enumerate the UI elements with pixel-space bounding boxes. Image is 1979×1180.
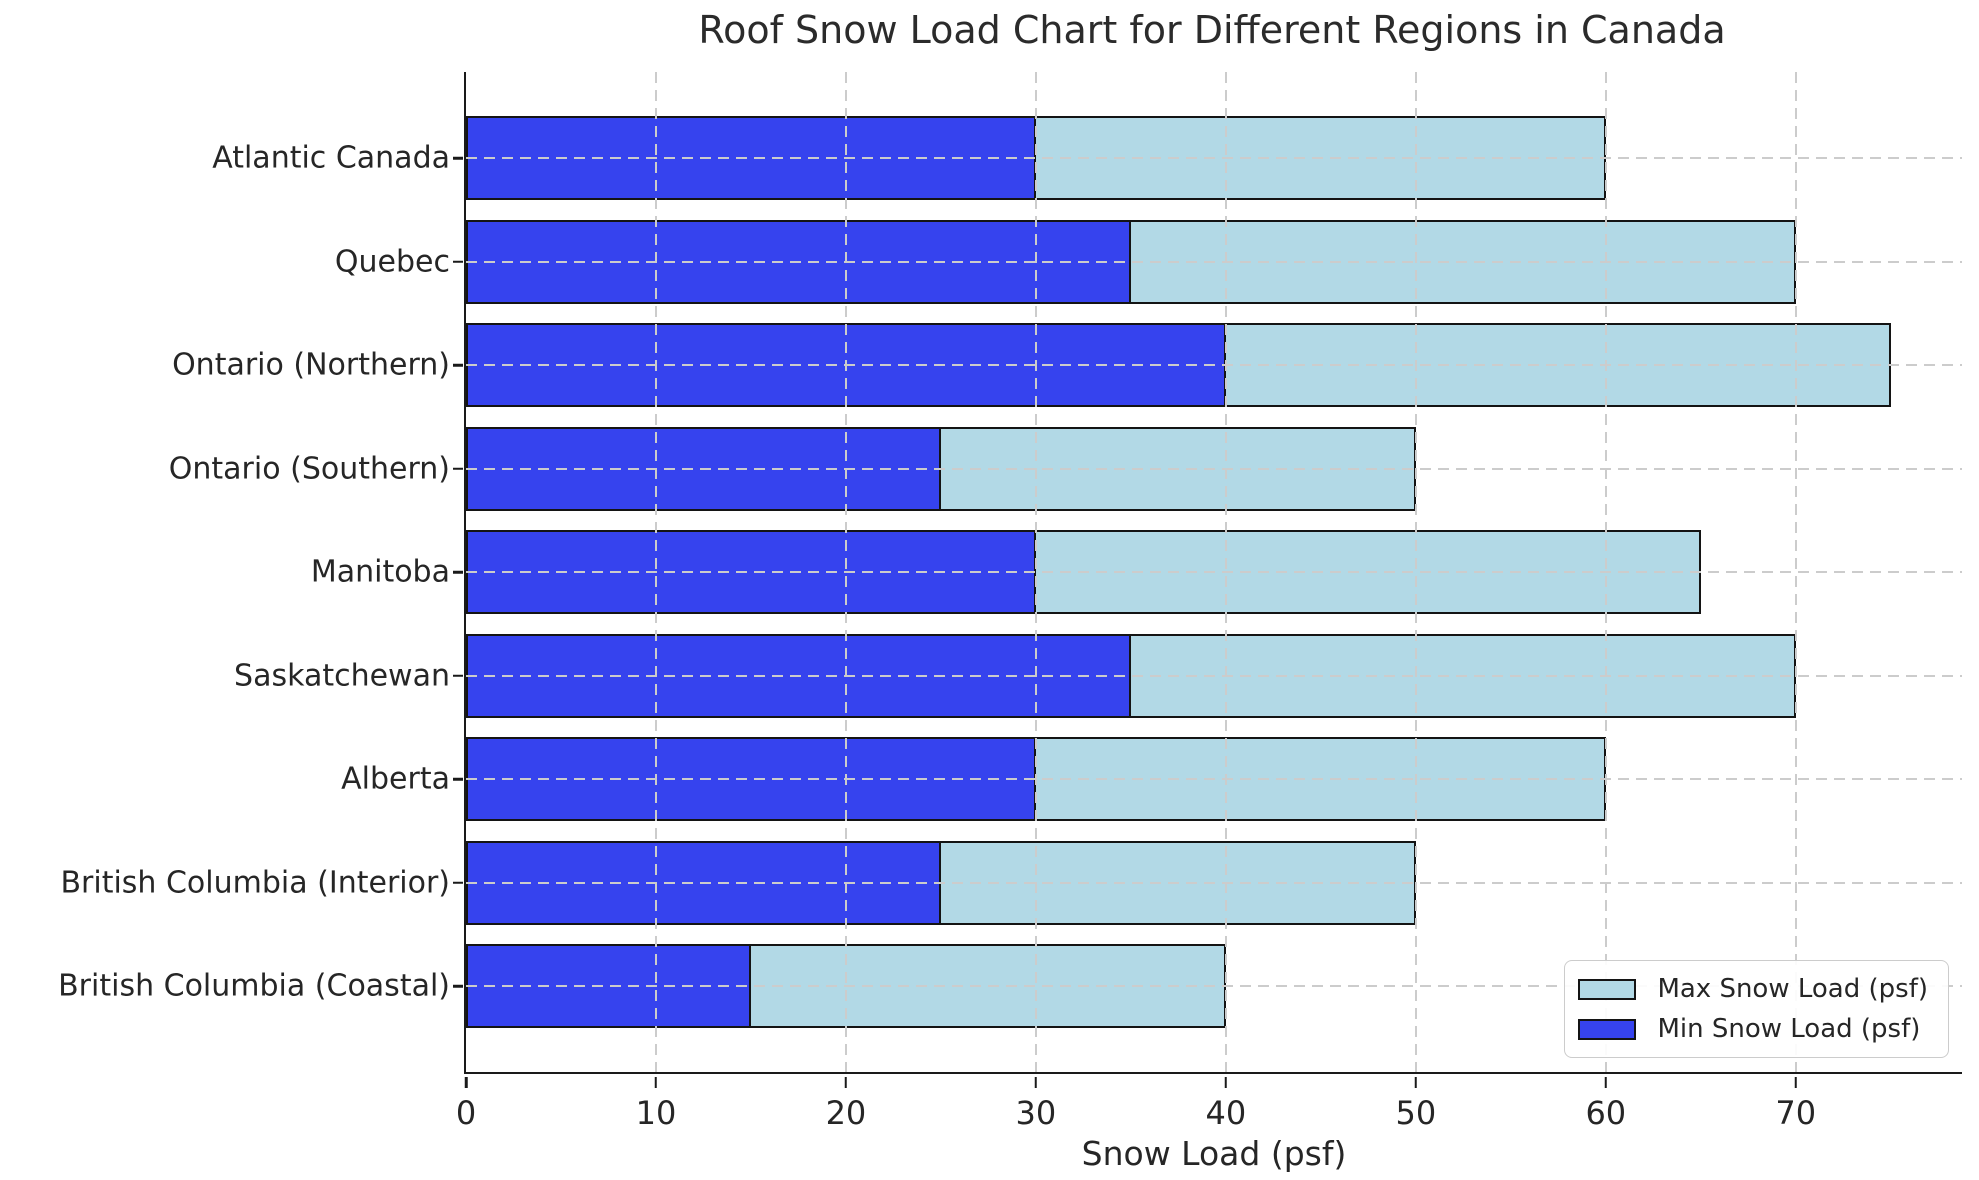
y-tick [453,881,463,884]
legend-item-max: Max Snow Load (psf) [1578,974,1928,1004]
x-tick-label: 20 [825,1094,867,1132]
y-tick [453,363,463,367]
x-tick-label: 40 [1205,1094,1247,1132]
bar-min [466,944,751,1028]
bar-min [466,116,1036,200]
legend: Max Snow Load (psf) Min Snow Load (psf) [1564,960,1949,1058]
y-tick-label: Ontario (Southern) [168,451,450,486]
y-tick-label: Manitoba [310,554,450,590]
bar-row [466,219,1962,304]
bar-min [466,633,1131,718]
bar-row [466,323,1962,407]
legend-item-min: Min Snow Load (psf) [1578,1014,1928,1044]
x-tick [1414,1076,1418,1088]
bar-min [466,219,1131,304]
y-tick-label: Quebec [334,244,450,279]
y-tick [453,570,463,574]
y-tick [453,984,463,988]
y-tick [453,674,463,677]
x-tick-label: 50 [1395,1094,1437,1132]
legend-label-max: Max Snow Load (psf) [1657,974,1928,1004]
y-tick-label: British Columbia (Interior) [60,865,450,900]
y-tick [453,467,463,470]
y-tick-label: Saskatchewan [234,658,450,693]
bar-min [466,426,941,511]
x-tick [1034,1076,1038,1088]
y-tick-label: Alberta [341,761,450,797]
y-tick [453,777,463,781]
y-tick [453,156,463,160]
y-tick [453,260,463,263]
y-tick-label: Ontario (Northern) [172,347,450,383]
x-tick-label: 60 [1585,1094,1627,1132]
x-tick-label: 70 [1775,1094,1817,1132]
x-tick [654,1076,658,1088]
bar-row [466,633,1962,718]
bar-row [466,840,1962,925]
bar-min [466,840,941,925]
legend-swatch-max-icon [1578,978,1637,1000]
bar-row [466,426,1962,511]
bar-row [466,737,1962,821]
x-tick-label: 30 [1015,1094,1057,1132]
y-tick-label: British Columbia (Coastal) [58,968,450,1004]
bar-row [466,116,1962,200]
x-tick-label: 0 [455,1094,477,1132]
x-tick [1224,1076,1228,1088]
x-tick [844,1076,848,1088]
bar-row [466,530,1962,614]
bar-min [466,323,1226,407]
legend-swatch-min-icon [1578,1018,1637,1040]
bar-min [466,530,1036,614]
legend-label-min: Min Snow Load (psf) [1657,1014,1921,1044]
x-tick [464,1076,468,1088]
x-tick [1604,1076,1608,1088]
x-tick-label: 10 [635,1094,677,1132]
chart-title: Roof Snow Load Chart for Different Regio… [698,8,1726,52]
bar-min [466,737,1036,821]
plot-area: Atlantic Canada Quebec Ontario (Northern) O… [58,72,1962,1173]
y-tick-label: Atlantic Canada [212,140,450,176]
x-axis-label: Snow Load (psf) [1081,1134,1347,1173]
x-tick [1794,1076,1798,1088]
bar-rows [466,72,1962,1072]
